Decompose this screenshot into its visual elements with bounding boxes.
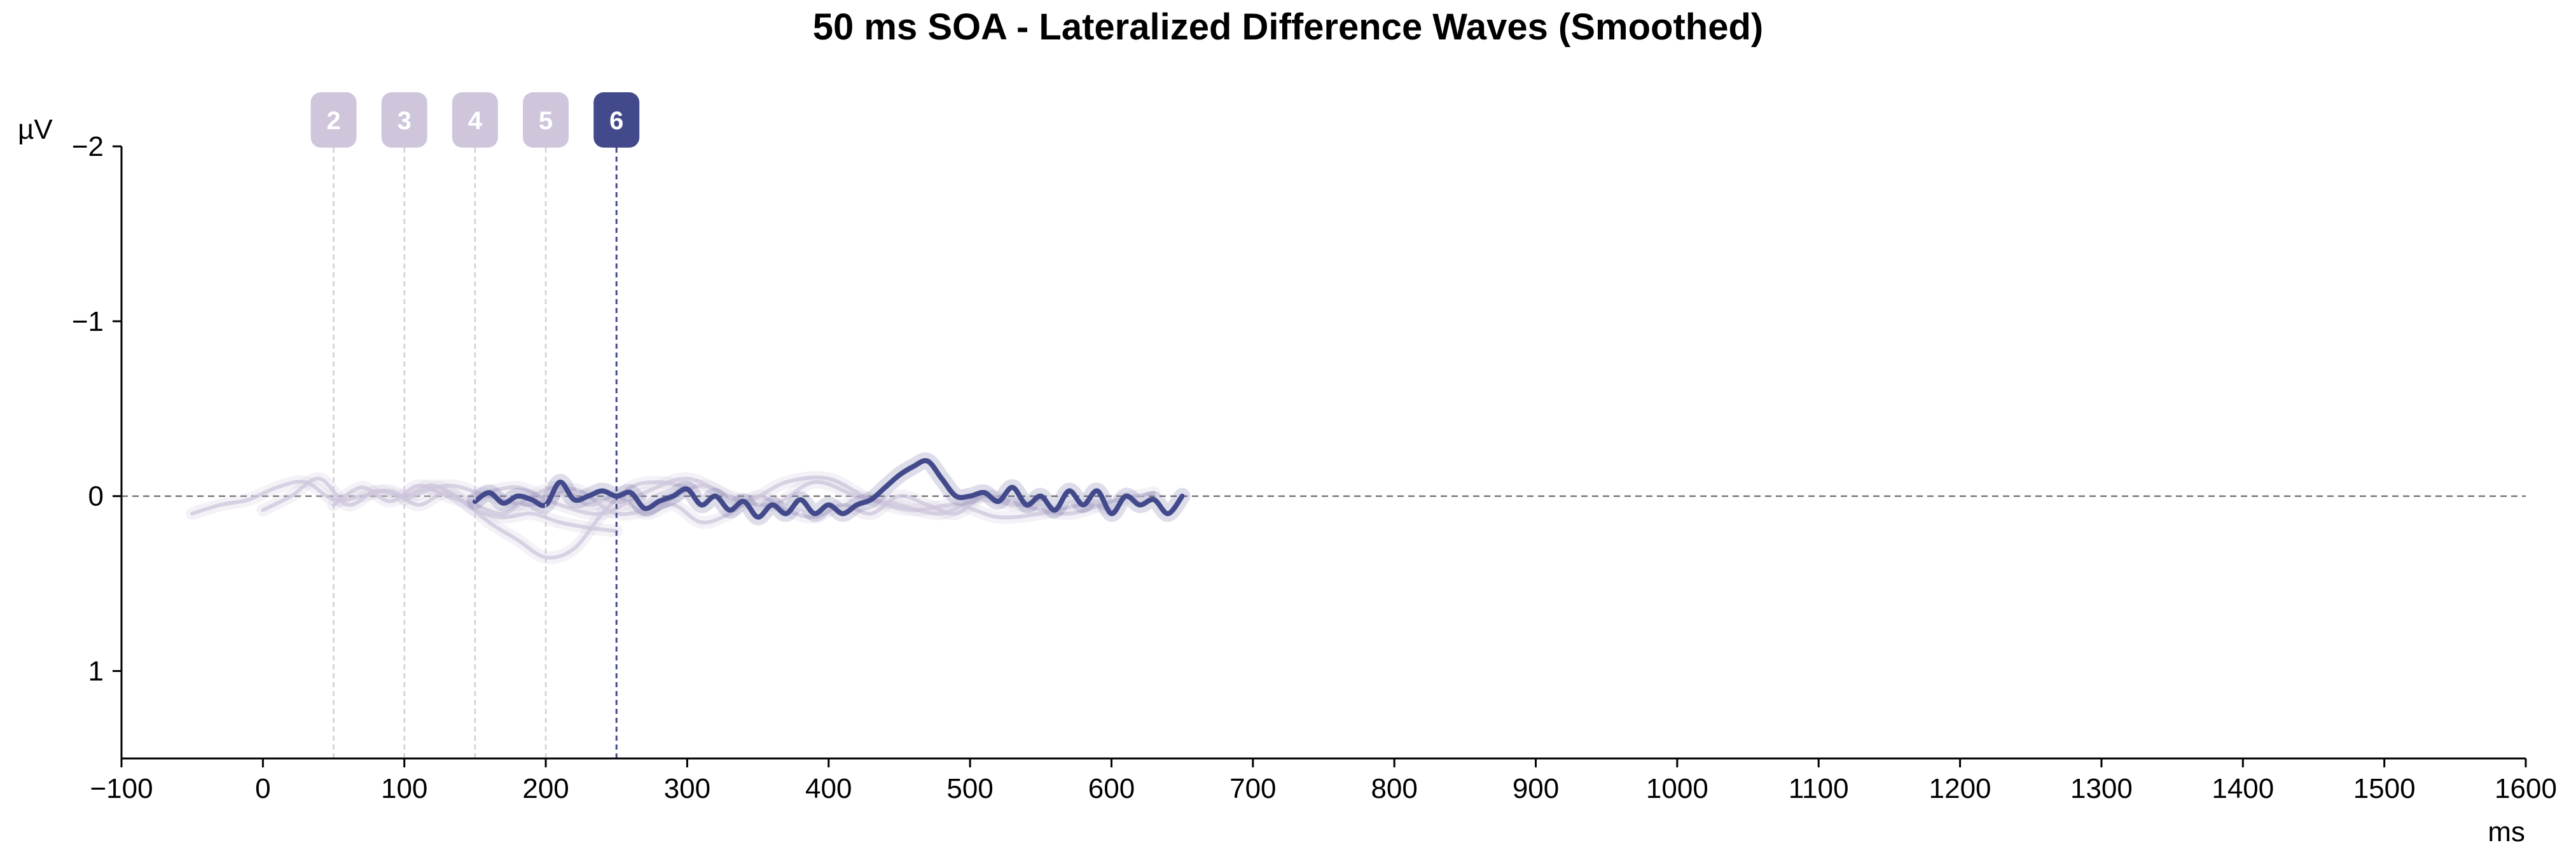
marker-badge: [381, 92, 427, 148]
x-tick-label: 700: [1229, 773, 1276, 804]
x-tick-label: 0: [255, 773, 270, 804]
y-tick-label: 0: [88, 481, 104, 512]
marker-badge-label: 4: [468, 107, 483, 135]
x-tick-label: 1600: [2495, 773, 2557, 804]
x-tick-label: 300: [664, 773, 710, 804]
marker-badge-label: 6: [609, 107, 623, 135]
series-line: [402, 475, 1114, 520]
marker-badge: [523, 92, 569, 148]
chart-title: 50 ms SOA - Lateralized Difference Waves…: [813, 6, 1763, 48]
x-tick-label: −100: [90, 773, 153, 804]
x-tick-label: 1000: [1646, 773, 1708, 804]
marker-badge-label: 5: [539, 107, 553, 135]
x-tick-label: 1400: [2212, 773, 2274, 804]
x-tick-label: 500: [946, 773, 993, 804]
series-line: [473, 477, 1156, 516]
x-tick-label: 1100: [1789, 773, 1849, 804]
y-tick-label: −2: [72, 131, 104, 162]
marker-badge: [452, 92, 498, 148]
y-tick-label: −1: [72, 306, 104, 337]
x-tick-label: 800: [1371, 773, 1417, 804]
marker-badge: [593, 92, 640, 148]
x-tick-label: 100: [381, 773, 427, 804]
marker-badge-label: 2: [326, 107, 340, 135]
series-line-highlighted: [472, 457, 1185, 520]
marker-badge-label: 3: [398, 107, 412, 135]
x-tick-label: 1200: [1929, 773, 1991, 804]
x-tick-label: 600: [1088, 773, 1135, 804]
series-group: [186, 452, 1191, 564]
y-tick-label: 1: [88, 656, 104, 687]
marker-badge: [310, 92, 357, 148]
x-tick-label: 900: [1513, 773, 1559, 804]
x-tick-label: 1300: [2070, 773, 2133, 804]
x-tick-label: 400: [805, 773, 852, 804]
x-tick-label: 1500: [2353, 773, 2416, 804]
y-axis-unit-label: µV: [18, 114, 53, 145]
axes: µV ms −100 0 100 200 300 400 500 600 700 800 900 10…: [18, 114, 2557, 848]
series-line: [331, 484, 1043, 525]
x-tick-label: 200: [522, 773, 569, 804]
marker-group: 2 3 4 5 6: [310, 92, 640, 758]
x-axis-unit-label: ms: [2488, 816, 2525, 848]
